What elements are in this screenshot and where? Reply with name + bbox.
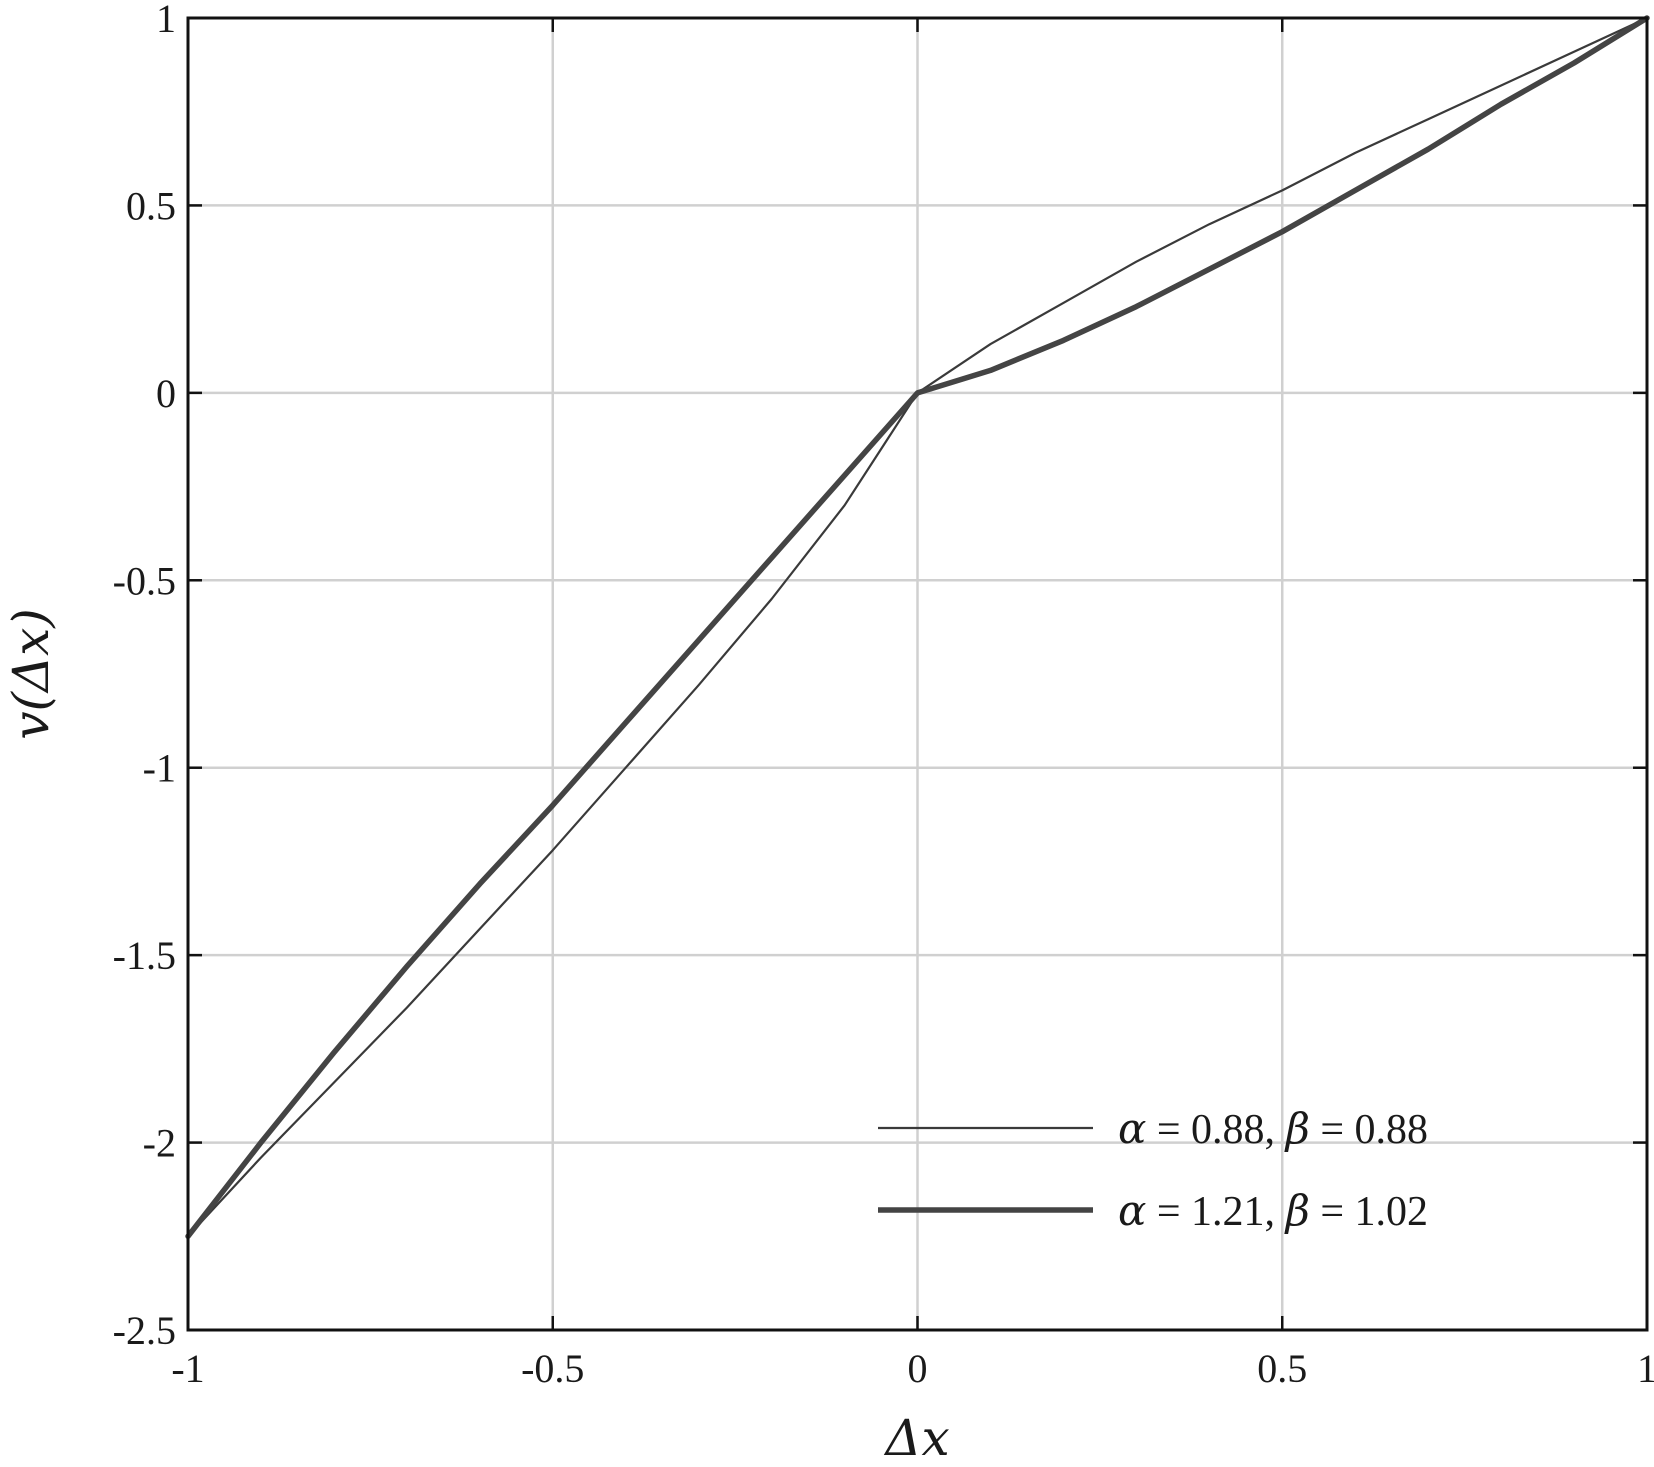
y-tick-label: -1.5 [113, 933, 176, 978]
y-tick-label: -2.5 [113, 1308, 176, 1353]
legend-beta-symbol: β [1284, 1186, 1310, 1235]
y-axis-label: v(Δx) [2, 608, 60, 740]
legend: α = 0.88, β = 0.88 α = 1.21, β = 1.02 [878, 1104, 1428, 1235]
series-lines [185, 15, 1650, 1240]
x-tick-label: 0.5 [1257, 1346, 1307, 1391]
legend-label-series-2: α = 1.21, β = 1.02 [1118, 1186, 1428, 1235]
x-tick-label: -0.5 [521, 1346, 584, 1391]
y-tick-label: -2 [143, 1121, 176, 1166]
legend-beta-symbol: β [1284, 1104, 1310, 1153]
legend-beta-value: = 1.02 [1310, 1189, 1428, 1235]
y-tick-label: -1 [143, 746, 176, 791]
y-tick-label: 0 [156, 371, 176, 416]
x-axis-label: Δx [883, 1409, 949, 1467]
legend-alpha-value: = 1.21, [1146, 1189, 1285, 1235]
legend-alpha-symbol: α [1118, 1104, 1146, 1153]
x-tick-label: -1 [171, 1346, 204, 1391]
x-tick-label: 1 [1637, 1346, 1654, 1391]
series-line-2 [185, 15, 1650, 1240]
legend-label-series-1: α = 0.88, β = 0.88 [1118, 1104, 1428, 1153]
y-tick-label: -0.5 [113, 558, 176, 603]
x-tick-label: 0 [908, 1346, 928, 1391]
axis-ticks: -1 -0.5 0 0.5 1 -2.5 -2 -1.5 -1 -0.5 0 0.5 1 [113, 0, 1654, 1391]
legend-alpha-symbol: α [1118, 1186, 1146, 1235]
legend-beta-value: = 0.88 [1310, 1107, 1428, 1153]
y-tick-label: 0.5 [126, 183, 176, 228]
legend-alpha-value: = 0.88, [1146, 1107, 1285, 1153]
grid [186, 16, 1649, 1332]
y-tick-label: 1 [156, 0, 176, 41]
